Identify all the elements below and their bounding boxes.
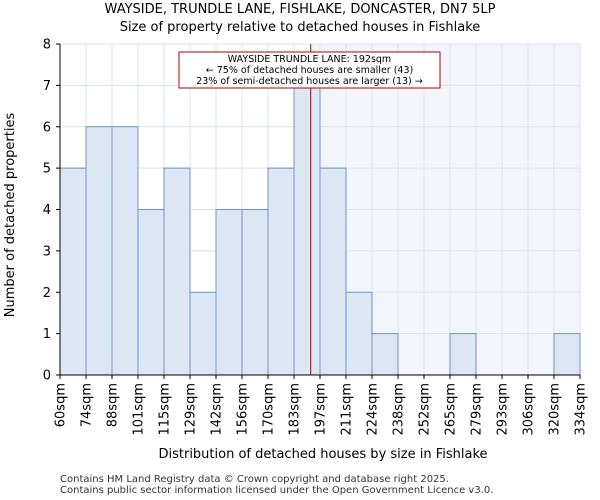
histogram-bar bbox=[189, 291, 217, 376]
x-tick-label: 306sqm bbox=[522, 383, 537, 436]
x-tick-label: 197sqm bbox=[314, 383, 329, 436]
chart-title: WAYSIDE, TRUNDLE LANE, FISHLAKE, DONCAST… bbox=[104, 2, 496, 17]
tick-labels-layer: 0 1 2 3 4 5 6 7 8 60sqm 74sqm 88sqm 101sqm 115sqm 129s… bbox=[43, 38, 589, 436]
x-tick-label: 279sqm bbox=[470, 383, 485, 436]
y-tick-label: 8 bbox=[43, 38, 51, 53]
histogram-bar bbox=[371, 333, 399, 376]
y-tick-label: 4 bbox=[43, 203, 51, 218]
y-tick-label: 3 bbox=[43, 244, 51, 259]
y-tick-label: 6 bbox=[43, 120, 51, 135]
y-tick-label: 0 bbox=[43, 369, 51, 384]
y-tick-label: 1 bbox=[43, 327, 51, 342]
histogram-bar bbox=[85, 126, 113, 376]
x-tick-label: 334sqm bbox=[574, 383, 589, 436]
x-tick-label: 74sqm bbox=[80, 383, 95, 427]
x-axis-label: Distribution of detached houses by size … bbox=[158, 447, 487, 462]
x-tick-label: 224sqm bbox=[366, 383, 381, 436]
x-tick-label: 238sqm bbox=[392, 383, 407, 436]
annotation-line-3: 23% of semi-detached houses are larger (… bbox=[196, 76, 423, 87]
histogram-bar bbox=[241, 209, 269, 376]
x-tick-label: 211sqm bbox=[340, 383, 355, 436]
x-tick-label: 60sqm bbox=[54, 383, 69, 427]
y-tick-label: 2 bbox=[43, 286, 51, 301]
x-tick-label: 88sqm bbox=[106, 383, 121, 427]
x-tick-label: 101sqm bbox=[132, 383, 147, 436]
chart-subtitle: Size of property relative to detached ho… bbox=[119, 20, 481, 35]
x-tick-label: 170sqm bbox=[262, 383, 277, 436]
histogram-bar bbox=[163, 167, 191, 376]
footer-line-1: Contains HM Land Registry data © Crown c… bbox=[60, 474, 449, 485]
annotation-box: WAYSIDE TRUNDLE LANE: 192sqm ← 75% of de… bbox=[178, 51, 441, 89]
x-tick-label: 115sqm bbox=[158, 383, 173, 436]
x-tick-label: 252sqm bbox=[418, 383, 433, 436]
x-tick-label: 142sqm bbox=[210, 383, 225, 436]
annotation-line-2: ← 75% of detached houses are smaller (43… bbox=[206, 65, 413, 76]
annotation-line-1: WAYSIDE TRUNDLE LANE: 192sqm bbox=[228, 54, 391, 65]
x-tick-label: 293sqm bbox=[496, 383, 511, 436]
histogram-bar bbox=[59, 167, 87, 376]
footer-line-2: Contains public sector information licen… bbox=[60, 485, 494, 496]
histogram-bar bbox=[345, 291, 373, 376]
histogram-bar bbox=[111, 126, 139, 376]
y-axis-label: Number of detached properties bbox=[3, 113, 18, 318]
histogram-bar bbox=[449, 333, 477, 376]
x-tick-label: 129sqm bbox=[184, 383, 199, 436]
histogram-bar bbox=[319, 167, 347, 376]
histogram-bar bbox=[267, 167, 295, 376]
y-tick-label: 7 bbox=[43, 79, 51, 94]
y-tick-label: 5 bbox=[43, 162, 51, 177]
x-tick-label: 183sqm bbox=[288, 383, 303, 436]
histogram-bar bbox=[293, 84, 321, 376]
bars-layer bbox=[59, 84, 581, 376]
x-tick-label: 320sqm bbox=[548, 383, 563, 436]
x-tick-label: 265sqm bbox=[444, 383, 459, 436]
x-tick-label: 156sqm bbox=[236, 383, 251, 436]
histogram-bar bbox=[137, 209, 165, 376]
histogram-bar bbox=[553, 333, 581, 376]
histogram-bar bbox=[215, 209, 243, 376]
